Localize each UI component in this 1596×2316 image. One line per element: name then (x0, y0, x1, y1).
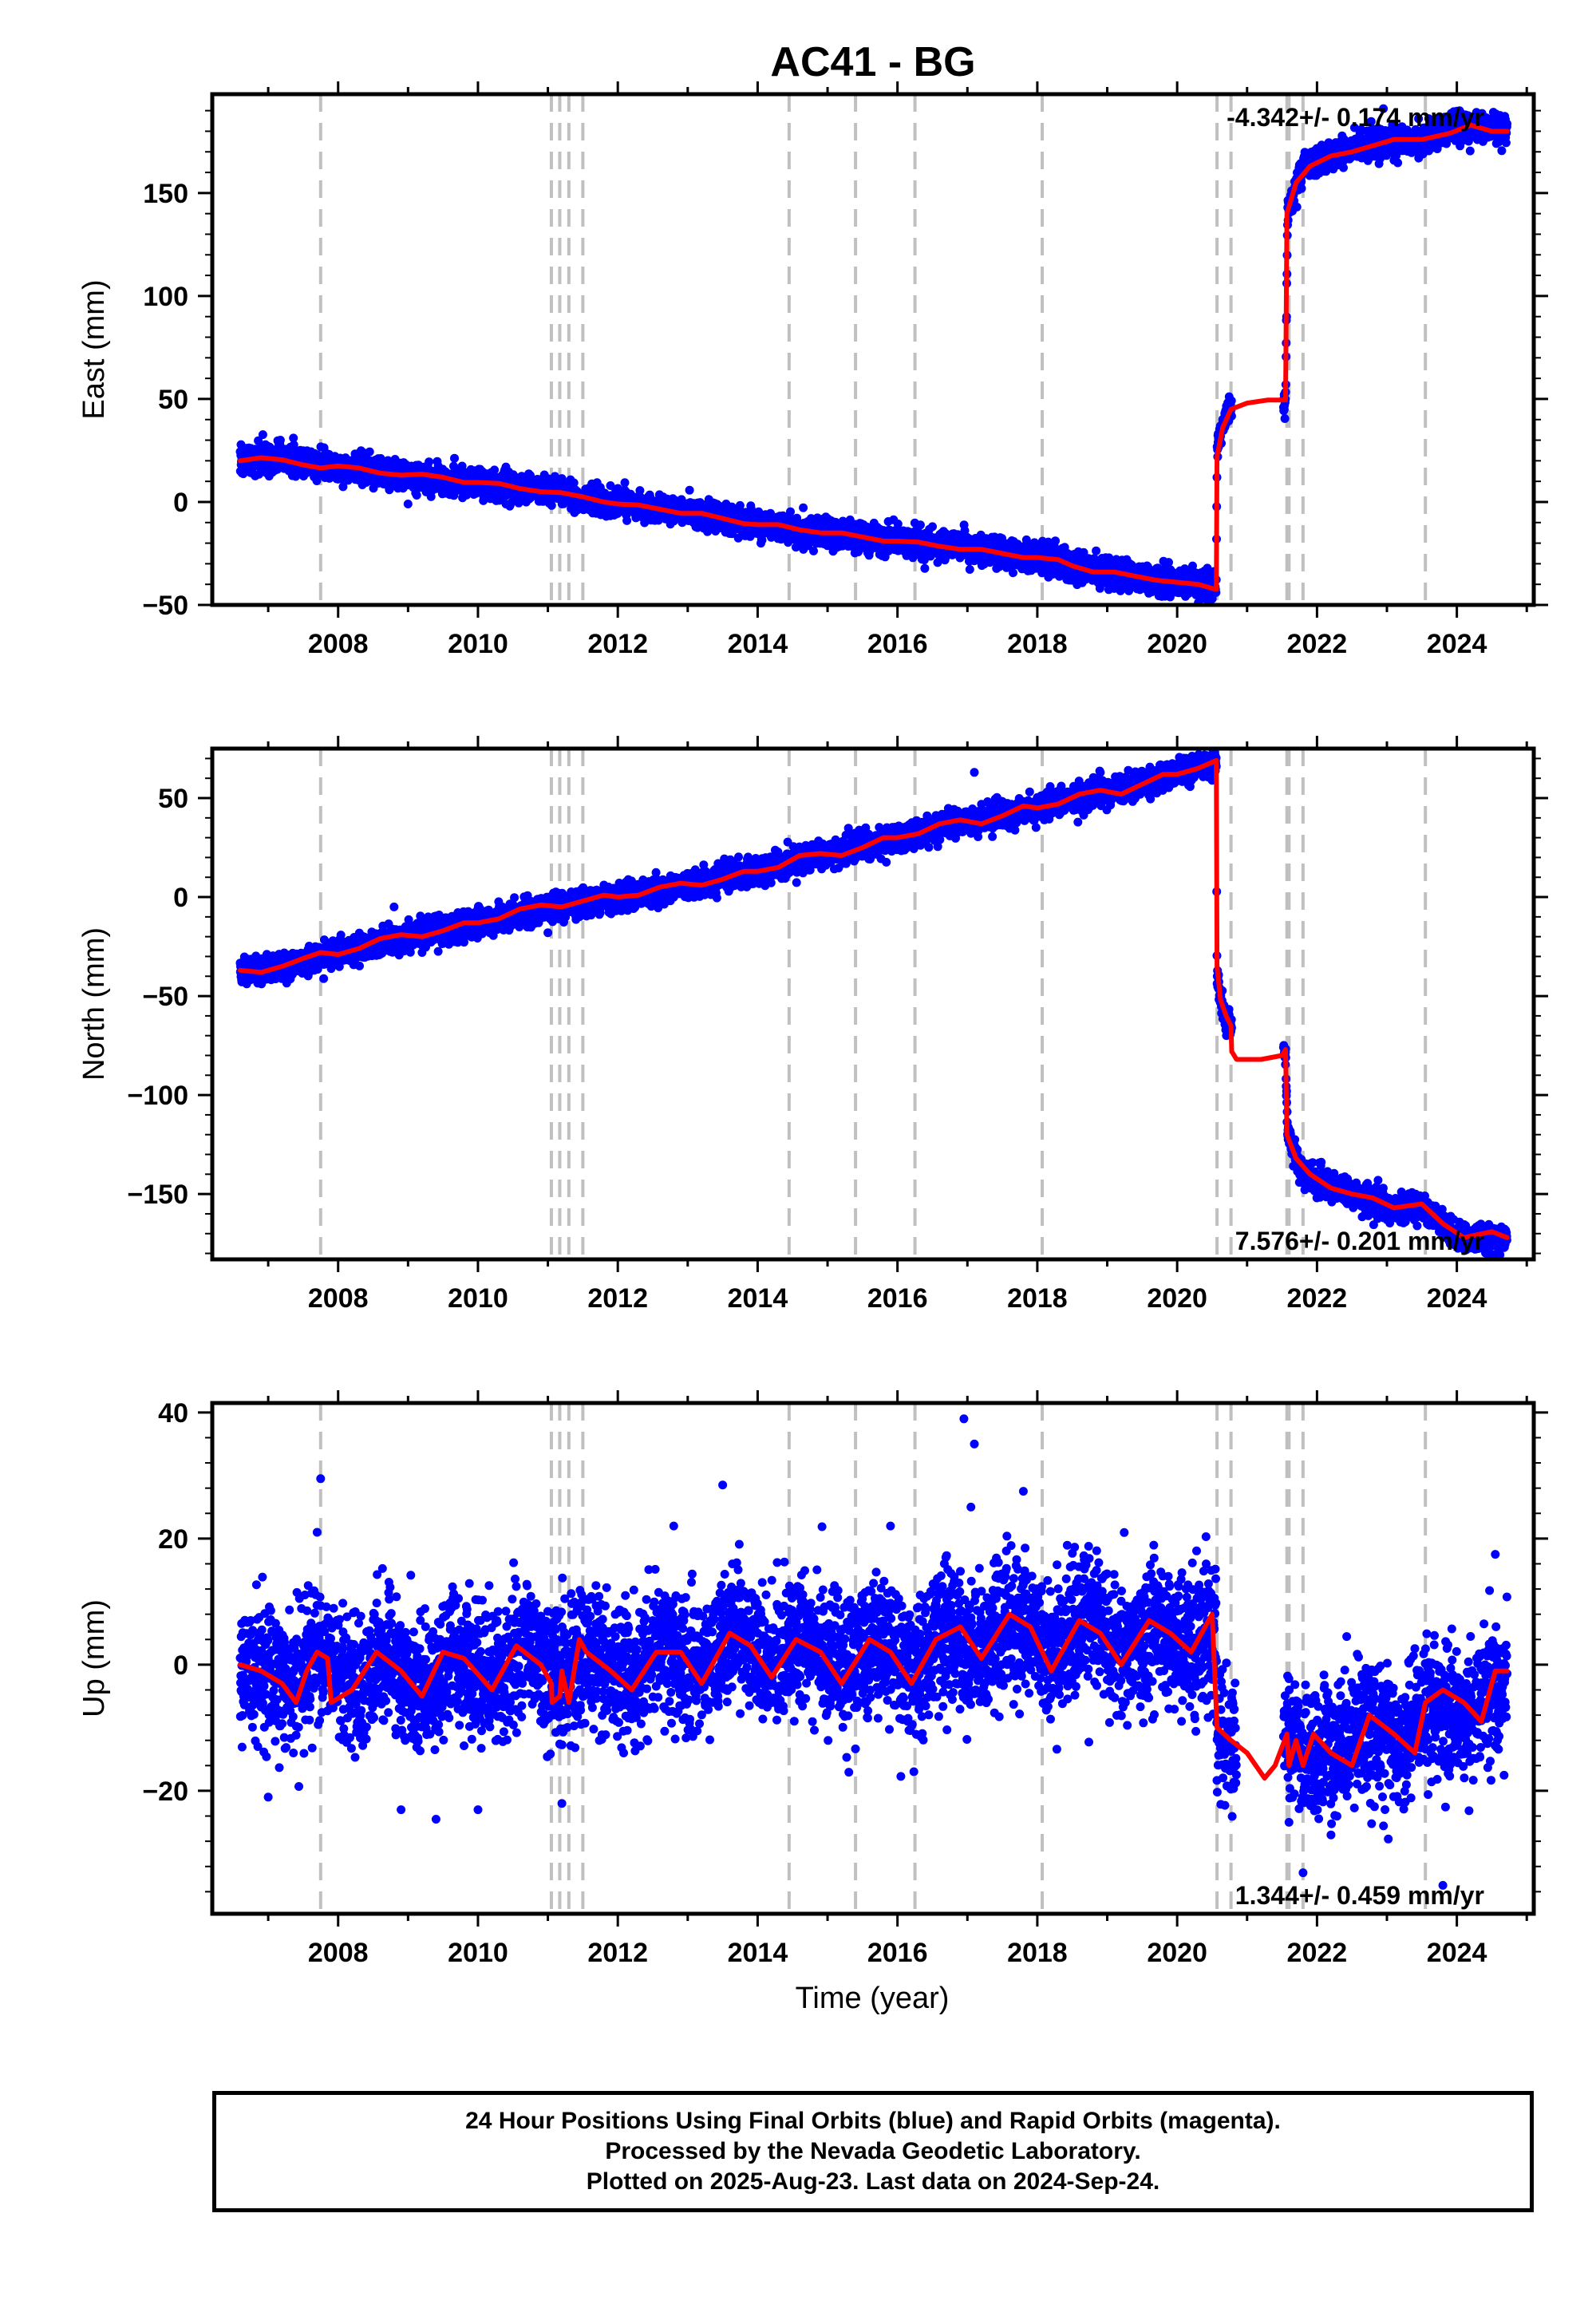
y-tick-label: −100 (127, 1081, 188, 1111)
x-tick-label: 2016 (867, 629, 928, 659)
rate-label: 1.344+/- 0.459 mm/yr (1235, 1881, 1484, 1910)
y-tick-label: −150 (127, 1180, 188, 1210)
x-tick-label: 2022 (1287, 629, 1348, 659)
y-axis-label: Up (mm) (77, 1599, 111, 1717)
x-tick-label: 2018 (1007, 1938, 1068, 1968)
y-axis-label: North (mm) (77, 927, 111, 1081)
x-tick-label: 2024 (1427, 629, 1487, 659)
x-tick-label: 2020 (1147, 1283, 1207, 1314)
caption-box: 24 Hour Positions Using Final Orbits (bl… (212, 2091, 1534, 2212)
x-tick-label: 2008 (308, 1938, 369, 1968)
y-tick-label: 20 (158, 1524, 188, 1555)
x-axis-label: Time (year) (796, 1982, 950, 2015)
x-tick-label: 2010 (448, 629, 508, 659)
y-tick-label: −50 (142, 982, 188, 1012)
caption-line: 24 Hour Positions Using Final Orbits (bl… (465, 2106, 1281, 2136)
x-tick-label: 2008 (308, 629, 369, 659)
page-title: AC41 - BG (770, 39, 975, 85)
x-tick-label: 2024 (1427, 1938, 1487, 1968)
x-tick-label: 2018 (1007, 1283, 1068, 1314)
x-tick-label: 2020 (1147, 1938, 1207, 1968)
x-tick-label: 2022 (1287, 1283, 1348, 1314)
y-tick-label: −20 (142, 1777, 188, 1807)
x-tick-label: 2014 (728, 629, 788, 659)
y-tick-label: 150 (143, 179, 188, 209)
y-tick-label: −50 (142, 591, 188, 621)
x-tick-label: 2016 (867, 1938, 928, 1968)
x-tick-label: 2016 (867, 1283, 928, 1314)
y-tick-label: 0 (173, 883, 188, 913)
x-tick-label: 2014 (728, 1938, 788, 1968)
y-tick-label: 50 (158, 784, 188, 814)
x-tick-label: 2018 (1007, 629, 1068, 659)
rate-label: 7.576+/- 0.201 mm/yr (1235, 1227, 1484, 1255)
x-tick-label: 2012 (587, 1938, 648, 1968)
x-tick-label: 2012 (587, 629, 648, 659)
x-tick-label: 2010 (448, 1283, 508, 1314)
y-tick-label: 100 (143, 282, 188, 312)
x-tick-label: 2008 (308, 1283, 369, 1314)
x-tick-label: 2012 (587, 1283, 648, 1314)
y-tick-label: 50 (158, 385, 188, 415)
y-axis-label: East (mm) (77, 279, 111, 419)
x-tick-label: 2014 (728, 1283, 788, 1314)
x-tick-label: 2024 (1427, 1283, 1487, 1314)
rate-label: -4.342+/- 0.174 mm/yr (1227, 103, 1484, 132)
y-tick-label: 0 (173, 488, 188, 518)
y-tick-label: 0 (173, 1650, 188, 1681)
caption-line: Processed by the Nevada Geodetic Laborat… (605, 2136, 1140, 2167)
x-tick-label: 2022 (1287, 1938, 1348, 1968)
x-tick-label: 2020 (1147, 629, 1207, 659)
caption-line: Plotted on 2025-Aug-23. Last data on 202… (587, 2167, 1160, 2197)
up-panel: 2008 2010 2012 2014 2016 2018 2020 2022 2024 −20 0… (77, 1390, 1548, 2015)
east-panel: 2008 2010 2012 2014 2016 2018 2020 2022 2024 −50 0… (77, 81, 1548, 659)
y-tick-label: 40 (158, 1398, 188, 1429)
north-panel: 2008 2010 2012 2014 2016 2018 2020 2022 2024 −150… (77, 736, 1548, 1314)
x-tick-label: 2010 (448, 1938, 508, 1968)
